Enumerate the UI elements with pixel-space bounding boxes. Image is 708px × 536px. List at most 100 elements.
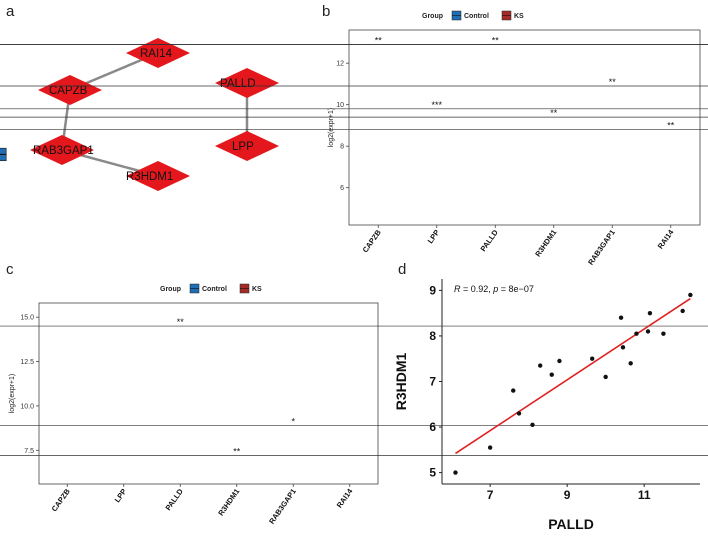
data-point bbox=[647, 310, 653, 316]
x-tick-label: PALLD bbox=[163, 487, 185, 513]
significance-label: *** bbox=[431, 100, 442, 110]
stat-part: p bbox=[492, 284, 498, 294]
stat-part: R bbox=[454, 284, 461, 294]
legend: Group Control KS bbox=[422, 10, 524, 21]
node-label: RAI14 bbox=[140, 48, 173, 60]
x-tick-label: 11 bbox=[638, 488, 651, 502]
y-tick-label: 6 bbox=[429, 420, 436, 434]
network-edges bbox=[60, 51, 249, 178]
panel-label-d: d bbox=[398, 261, 406, 278]
x-axis-label: PALLD bbox=[548, 516, 594, 532]
legend-label-control: Control bbox=[202, 286, 227, 293]
node-label: LPP bbox=[232, 141, 254, 153]
data-point bbox=[603, 374, 608, 380]
y-tick-label: 7.5 bbox=[24, 448, 34, 455]
network-panel: a RAI14 CAPZB RAB3GAP1 R3HDM1 PALLD LPP bbox=[6, 3, 279, 191]
x-tick-label: RAB3GAP1 bbox=[267, 487, 298, 526]
y-axis-label: log2(expr+1) bbox=[328, 108, 335, 148]
data-point bbox=[511, 388, 516, 393]
x-tick-label: LPP bbox=[113, 487, 129, 504]
panel-label-a: a bbox=[6, 3, 15, 20]
data-point bbox=[516, 411, 522, 416]
node-diamond bbox=[215, 131, 279, 161]
plot-frame bbox=[38, 302, 379, 485]
y-tick-label: 12.5 bbox=[20, 359, 34, 366]
stat-part: = 8e−07 bbox=[498, 284, 534, 294]
stat-part: = 0.92, bbox=[461, 284, 494, 294]
network-node: LPP bbox=[215, 131, 279, 161]
x-tick-label: PALLD bbox=[478, 228, 500, 254]
data-point bbox=[634, 331, 639, 336]
x-tick-label: RAI14 bbox=[656, 227, 676, 250]
node-label: R3HDM1 bbox=[126, 171, 173, 183]
x-tick-label: R3HDM1 bbox=[216, 487, 241, 517]
scatter-d-plot: 5 6 7 8 9 7 9 11 PALLD R3HDM1 R = 0.92, p = 8e−07 bbox=[393, 279, 700, 532]
data-point bbox=[680, 308, 685, 314]
data-point bbox=[557, 358, 562, 364]
y-tick-label: 10.0 bbox=[20, 403, 34, 410]
data-point bbox=[688, 292, 693, 298]
significance-label: ** bbox=[177, 317, 185, 327]
legend-label-ks: KS bbox=[514, 13, 524, 20]
significance-label: ** bbox=[667, 121, 675, 131]
data-point bbox=[537, 363, 543, 368]
y-tick-label: 10 bbox=[336, 102, 344, 109]
y-tick-label: 5 bbox=[429, 466, 436, 480]
network-node: R3HDM1 bbox=[126, 161, 190, 191]
network-nodes: RAI14 CAPZB RAB3GAP1 R3HDM1 PALLD LPP bbox=[30, 38, 279, 191]
data-point bbox=[620, 345, 626, 350]
network-node: RAI14 bbox=[126, 38, 190, 68]
node-diamond bbox=[126, 38, 190, 68]
boxplot-panel-c: c 7.5 10.0 12.5 15.0 log2(expr+1) CAPZB LPP PAL… bbox=[0, 261, 708, 526]
y-tick-label: 8 bbox=[340, 144, 344, 151]
panel-label-c: c bbox=[6, 261, 14, 278]
significance-label: * bbox=[291, 416, 295, 426]
data-point bbox=[487, 445, 493, 450]
data-point bbox=[661, 331, 666, 336]
data-point bbox=[453, 470, 458, 475]
panel-label-b: b bbox=[322, 3, 330, 20]
legend-title: Group bbox=[160, 286, 181, 293]
y-axis-label: R3HDM1 bbox=[393, 353, 409, 411]
network-node: CAPZB bbox=[38, 75, 102, 105]
network-node: PALLD bbox=[215, 68, 279, 98]
legend-title: Group bbox=[422, 13, 443, 20]
data-point bbox=[618, 315, 624, 320]
node-diamond bbox=[30, 135, 94, 165]
data-point bbox=[645, 329, 651, 334]
legend-label-ks: KS bbox=[252, 286, 262, 293]
significance-label: ** bbox=[375, 36, 383, 46]
y-tick-label: 7 bbox=[429, 375, 436, 389]
y-tick-label: 12 bbox=[336, 61, 344, 68]
scatter-panel-d: d 5 6 7 8 9 7 9 11 PALLD R3HDM1 R = 0.92, p = 8e−0… bbox=[393, 261, 700, 532]
significance-label: ** bbox=[492, 36, 500, 46]
correlation-stat: R = 0.92, p = 8e−07 bbox=[454, 284, 534, 294]
node-diamond bbox=[215, 68, 279, 98]
data-point bbox=[589, 356, 595, 361]
x-tick-label: CAPZB bbox=[50, 487, 73, 514]
y-tick-label: 6 bbox=[340, 185, 344, 192]
node-label: PALLD bbox=[220, 78, 256, 90]
x-tick-label: RAB3GAP1 bbox=[586, 228, 617, 267]
regression-line bbox=[455, 297, 691, 455]
y-tick-label: 8 bbox=[429, 329, 436, 343]
x-tick-label: 9 bbox=[564, 488, 571, 502]
significance-label: ** bbox=[609, 77, 617, 87]
x-tick-label: CAPZB bbox=[361, 228, 384, 255]
x-tick-label: RAI14 bbox=[335, 486, 355, 509]
control-box bbox=[0, 147, 7, 162]
boxplot-b-plot: 6 8 10 12 log2(expr+1) CAPZB LPP PALLD R3HDM1 RAB… bbox=[0, 10, 708, 267]
boxplot-c-plot: 7.5 10.0 12.5 15.0 log2(expr+1) CAPZB LPP PALLD… bbox=[0, 283, 708, 526]
node-label: RAB3GAP1 bbox=[33, 145, 94, 157]
x-tick-label: 7 bbox=[487, 488, 494, 502]
x-tick-label: R3HDM1 bbox=[533, 228, 558, 258]
significance-label: ** bbox=[550, 108, 558, 118]
data-point bbox=[628, 361, 633, 366]
y-axis-label: log2(expr+1) bbox=[9, 374, 16, 414]
plot-frame bbox=[348, 29, 701, 226]
network-node: RAB3GAP1 bbox=[30, 135, 94, 165]
data-point bbox=[530, 422, 535, 427]
y-tick-label: 15.0 bbox=[20, 315, 34, 322]
